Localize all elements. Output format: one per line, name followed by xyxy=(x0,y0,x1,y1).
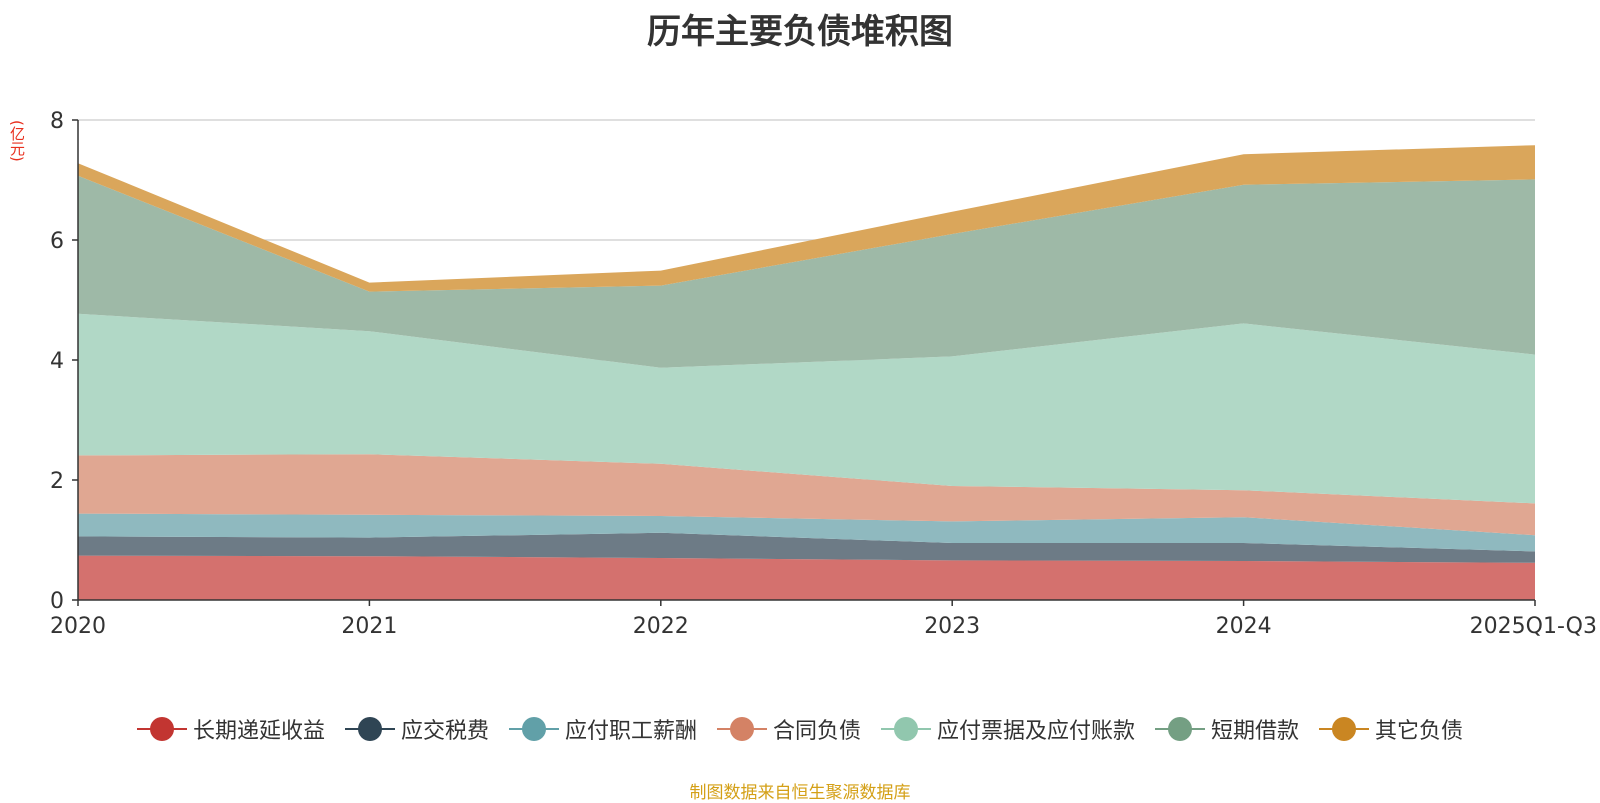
y-tick-label: 2 xyxy=(50,469,64,494)
legend-dot xyxy=(1332,717,1357,741)
legend-marker-icon xyxy=(1319,717,1370,741)
area-series-6[interactable] xyxy=(78,145,1535,292)
axes xyxy=(72,119,1536,606)
source-note: 制图数据来自恒生聚源数据库 xyxy=(689,783,911,803)
y-axis-unit-label: (亿元) xyxy=(8,120,26,162)
tick-labels: 0 2 4 6 8 2020 2021 2022 2023 2024 2025Q1-Q3 xyxy=(50,109,1597,639)
y-tick-label: 8 xyxy=(50,109,64,134)
legend-dot xyxy=(149,717,174,741)
y-tick-label: 4 xyxy=(50,349,64,374)
area-series-1[interactable] xyxy=(78,532,1535,563)
area-series-0[interactable] xyxy=(78,555,1535,600)
legend-marker-icon xyxy=(1155,717,1206,741)
x-tick-label: 2024 xyxy=(1216,614,1272,639)
x-tick-label: 2023 xyxy=(924,614,980,639)
legend-label: 合同负债 xyxy=(772,719,861,744)
legend-item-3[interactable]: 合同负债 xyxy=(716,713,861,745)
legend-label: 应付票据及应付账款 xyxy=(937,719,1136,744)
legend-dot xyxy=(1168,717,1193,741)
legend-item-0[interactable]: 长期递延收益 xyxy=(136,713,325,745)
legend-dot xyxy=(894,717,918,741)
y-tick-label: 0 xyxy=(50,589,64,614)
legend-label: 应付职工薪酬 xyxy=(564,719,697,744)
x-tick-label: 2021 xyxy=(341,614,397,639)
legend-dot xyxy=(729,717,754,741)
legend-label: 长期递延收益 xyxy=(192,719,325,744)
x-tick-label: 2020 xyxy=(50,614,106,639)
legend-item-2[interactable]: 应付职工薪酬 xyxy=(508,713,697,745)
y-tick-label: 6 xyxy=(50,229,64,254)
legend-marker-icon xyxy=(508,717,559,741)
legend-item-6[interactable]: 其它负债 xyxy=(1319,713,1463,745)
legend-item-4[interactable]: 应付票据及应付账款 xyxy=(881,713,1135,745)
area-series-3[interactable] xyxy=(78,454,1535,536)
x-tick-label: 2025Q1-Q3 xyxy=(1470,614,1597,639)
legend-label: 应交税费 xyxy=(400,719,489,744)
area-series-2[interactable] xyxy=(78,513,1535,552)
legend-item-1[interactable]: 应交税费 xyxy=(344,713,489,745)
area-series-4[interactable] xyxy=(78,313,1535,504)
x-tick-label: 2022 xyxy=(633,614,689,639)
legend-marker-icon xyxy=(881,717,931,741)
series-areas xyxy=(78,145,1535,600)
legend-item-5[interactable]: 短期借款 xyxy=(1155,713,1299,745)
legend-label: 其它负债 xyxy=(1375,719,1464,744)
legend-label: 短期借款 xyxy=(1211,719,1300,744)
legend-marker-icon xyxy=(136,717,187,741)
legend-marker-icon xyxy=(344,717,395,741)
legend-marker-icon xyxy=(716,717,767,741)
area-series-5[interactable] xyxy=(78,175,1535,368)
legend: 长期递延收益 应交税费 应付职工薪酬 合同负债 应付票据及应付账款 短期借款 其它负债 xyxy=(0,713,1600,745)
legend-dot xyxy=(357,717,382,741)
legend-dot xyxy=(521,717,546,741)
chart-title: 历年主要负债堆积图 xyxy=(647,12,953,52)
